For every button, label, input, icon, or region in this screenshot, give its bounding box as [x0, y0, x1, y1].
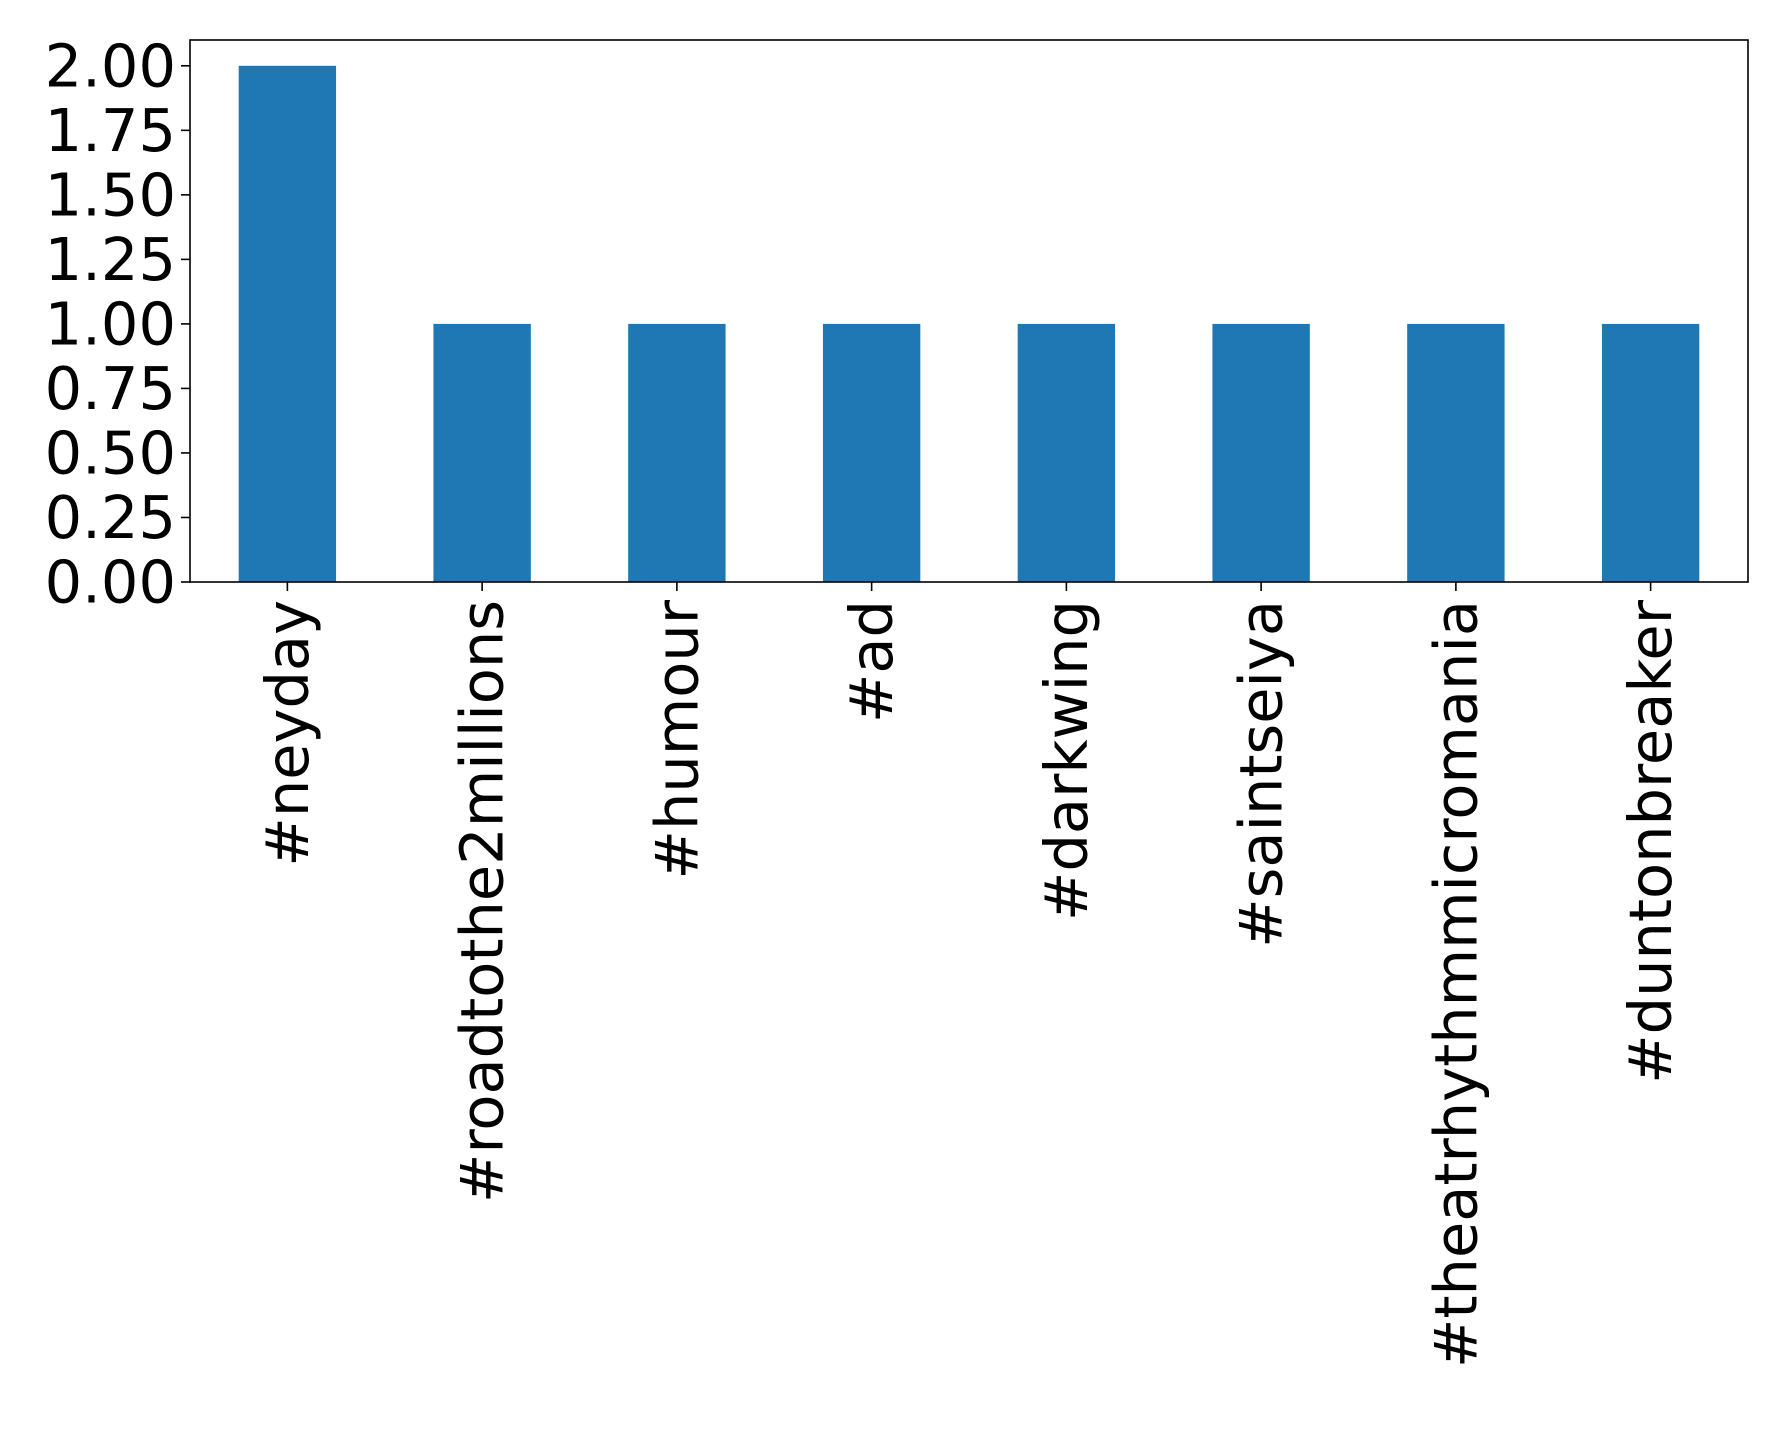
x-tick-label: #ad: [837, 600, 906, 723]
bar-neyday: [238, 65, 337, 583]
y-tick-label: 1.75: [45, 96, 176, 165]
x-tick-label: #theatrhythmmicromania: [1421, 600, 1490, 1368]
x-tick-label: #neyday: [253, 600, 322, 867]
x-tick-label: #darkwing: [1032, 600, 1101, 921]
plot-frame: [189, 39, 1749, 583]
y-tick-label: 0.50: [45, 418, 176, 487]
y-tick-label: 1.25: [45, 225, 176, 294]
x-tick-label: #duntonbreaker: [1616, 599, 1685, 1084]
y-tick-label: 0.75: [45, 354, 176, 423]
x-tick-label: #roadtothe2millions: [448, 600, 517, 1203]
y-axis: 0.000.250.500.751.001.251.501.752.00: [45, 31, 190, 617]
bar-saintseiya: [1212, 323, 1310, 582]
y-tick-label: 0.00: [45, 548, 176, 617]
y-tick-label: 2.00: [45, 31, 176, 100]
x-tick-label: #saintseiya: [1227, 600, 1296, 948]
bar-roadtothe2millions: [433, 323, 531, 582]
y-tick-label: 1.00: [45, 289, 176, 358]
x-axis: #neyday #roadtothe2millions #humour #ad #dar…: [253, 582, 1685, 1368]
bar-humour: [628, 323, 726, 582]
bar-ad: [822, 323, 921, 582]
bar-duntonbreaker: [1601, 323, 1700, 582]
bar-darkwing: [1017, 323, 1116, 582]
y-tick-label: 0.25: [45, 483, 176, 552]
y-tick-label: 1.50: [45, 160, 176, 229]
bar-theatrhythmmicromania: [1407, 323, 1505, 582]
bars-group: [238, 65, 1700, 583]
x-tick-label: #humour: [642, 599, 711, 879]
